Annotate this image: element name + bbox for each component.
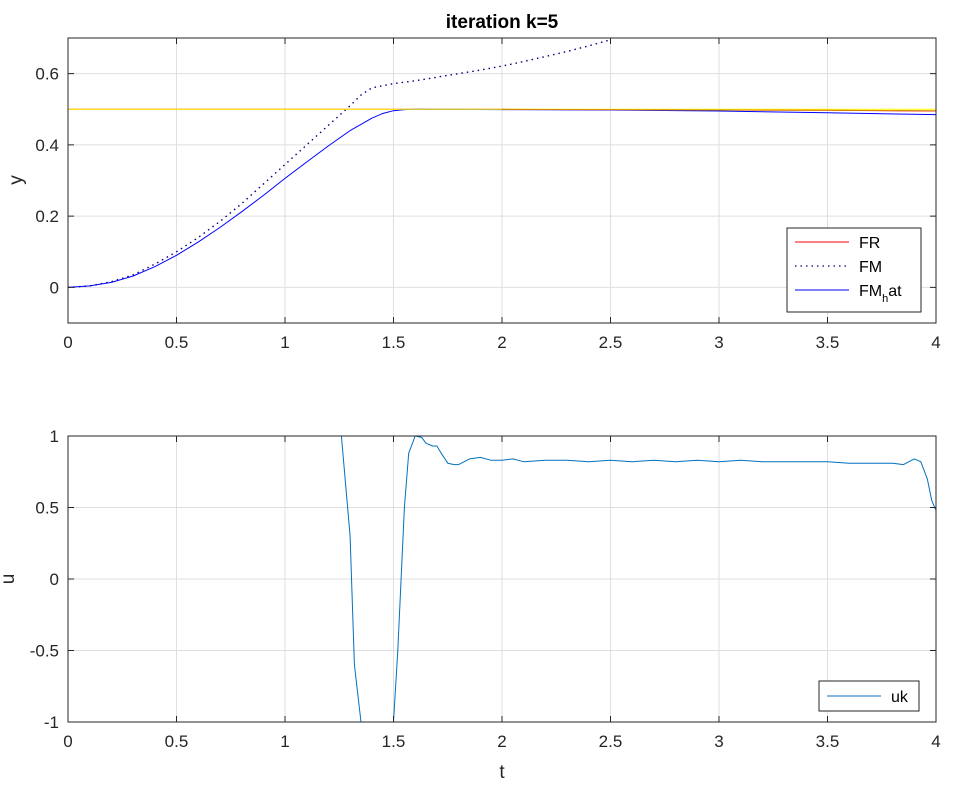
bottom-xtick-label: 3 [714, 732, 723, 751]
top-ytick-label: 0 [50, 278, 59, 297]
bottom-xtick-label: 1 [280, 732, 289, 751]
legend-label-fmhat-sub: h [882, 293, 888, 305]
top-ytick-label: 0.4 [35, 136, 59, 155]
bottom-ytick-label: 0.5 [35, 499, 59, 518]
bottom-ylabel: u [0, 574, 19, 585]
bottom-ytick-label: -0.5 [30, 642, 59, 661]
bottom-xtick-label: 0 [63, 732, 72, 751]
top-series-group [67, 39, 937, 289]
bottom-xlabel: t [499, 762, 505, 783]
legend-label-fmhat-main: FM [859, 283, 882, 300]
top-xtick-label: 0 [63, 333, 72, 352]
bottom-xtick-label: 4 [931, 732, 940, 751]
bottom-ytick-label: 1 [50, 427, 59, 446]
legend-label-uk: uk [891, 689, 909, 706]
bottom-xtick-label: 0.5 [165, 732, 189, 751]
bottom-series-group [68, 435, 937, 723]
top-xtick-label: 3 [714, 333, 723, 352]
top-legend: FR FM FMhat [786, 227, 922, 313]
top-xtick-label: 0.5 [165, 333, 189, 352]
legend-label-fm: FM [859, 259, 882, 276]
top-xtick-label: 2.5 [599, 333, 623, 352]
top-xtick-label: 2 [497, 333, 506, 352]
top-xtick-label: 1.5 [382, 333, 406, 352]
bottom-ytick-label: 0 [50, 570, 59, 589]
legend-label-fr: FR [859, 235, 880, 252]
bottom-ytick-label: -1 [44, 713, 59, 732]
top-ticks: 0 0.5 1 1.5 2 2.5 3 3.5 4 0 0.2 0.4 0.6 [35, 38, 941, 352]
bottom-xtick-label: 3.5 [816, 732, 840, 751]
legend-label-fmhat: FMhat [859, 283, 902, 305]
bottom-legend: uk [818, 680, 920, 712]
top-xtick-label: 4 [931, 333, 940, 352]
legend-label-fmhat-after: at [888, 283, 902, 300]
top-ylabel: y [6, 175, 27, 185]
top-axes: 0 0.5 1 1.5 2 2.5 3 3.5 4 0 0.2 0.4 0.6 iteration k=… [6, 12, 941, 352]
top-ytick-label: 0.2 [35, 207, 59, 226]
bottom-axes: 0 0.5 1 1.5 2 2.5 3 3.5 4 -1 -0.5 0 0.5 1 t u uk [0, 427, 941, 783]
bottom-xtick-label: 1.5 [382, 732, 406, 751]
top-ytick-label: 0.6 [35, 65, 59, 84]
bottom-series-line-uk [68, 435, 937, 723]
bottom-xtick-label: 2 [497, 732, 506, 751]
top-series-line-unnamed-4 [501, 108, 937, 112]
top-title: iteration k=5 [446, 12, 559, 33]
bottom-xtick-label: 2.5 [599, 732, 623, 751]
top-xtick-label: 1 [280, 333, 289, 352]
top-xtick-label: 3.5 [816, 333, 840, 352]
bottom-ticks: 0 0.5 1 1.5 2 2.5 3 3.5 4 -1 -0.5 0 0.5 1 [30, 427, 941, 751]
top-series-line-fm [67, 39, 611, 289]
